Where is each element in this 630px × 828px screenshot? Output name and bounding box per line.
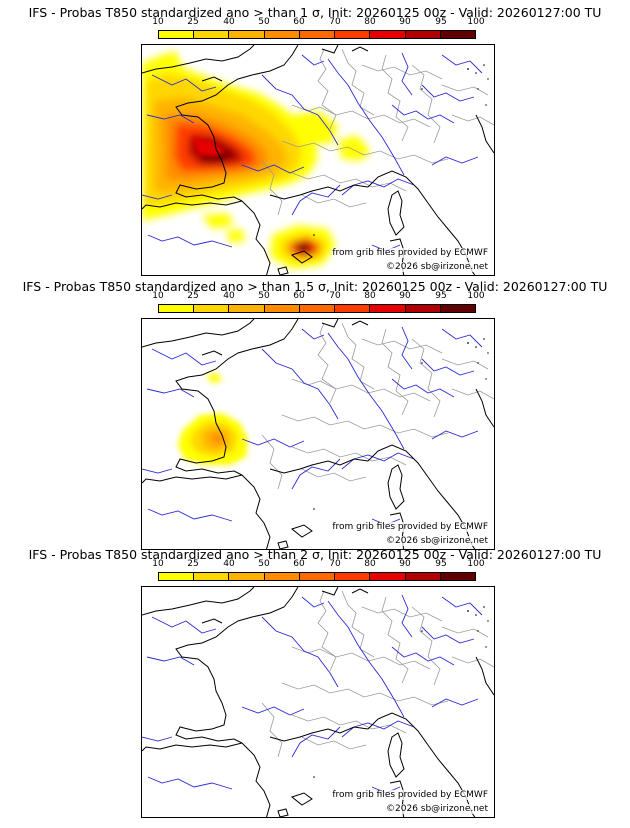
- colorbar-segment: [440, 31, 475, 38]
- colorbar-segment: [335, 573, 371, 580]
- colorbar-segment: [229, 31, 265, 38]
- colorbar-segment: [194, 305, 230, 312]
- colorbar-tick: 50: [258, 291, 270, 301]
- colorbar-segment: [405, 31, 441, 38]
- colorbar-tick: 95: [435, 17, 447, 27]
- colorbar-segment: [299, 305, 336, 312]
- colorbar-segment: [229, 573, 265, 580]
- credit-source: from grib files provided by ECMWF: [332, 522, 488, 532]
- panel-title: IFS - Probas T850 standardized ano > tha…: [22, 279, 608, 294]
- colorbar-segment: [440, 573, 475, 580]
- credit-copyright: ©2026 sb@irizone.net: [386, 262, 488, 272]
- probability-field: [142, 51, 370, 269]
- panel-title: IFS - Probas T850 standardized ano > tha…: [28, 5, 602, 20]
- credit-source: from grib files provided by ECMWF: [332, 248, 488, 258]
- map-graphic: [142, 319, 494, 549]
- colorbar-segment: [159, 305, 195, 312]
- colorbar-segment: [194, 573, 230, 580]
- colorbar-tick: 80: [364, 17, 376, 27]
- colorbar-segment: [299, 573, 336, 580]
- colorbar-tick: 25: [187, 17, 199, 27]
- probability-map: from grib files provided by ECMWF ©2026 …: [141, 44, 495, 276]
- credit-source: from grib files provided by ECMWF: [332, 790, 488, 800]
- colorbar-segment: [370, 305, 406, 312]
- colorbar-segment: [159, 573, 195, 580]
- colorbar-segment: [299, 31, 336, 38]
- colorbar-segment: [370, 573, 406, 580]
- colorbar-tick: 100: [467, 291, 485, 301]
- colorbar-tick: 25: [187, 559, 199, 569]
- colorbar-tick: 70: [329, 17, 341, 27]
- colorbar-segment: [440, 305, 475, 312]
- colorbar-tick: 80: [364, 291, 376, 301]
- colorbar-tick: 25: [187, 291, 199, 301]
- colorbar-segment: [405, 305, 441, 312]
- colorbar-tick: 40: [223, 291, 235, 301]
- probability-map: from grib files provided by ECMWF ©2026 …: [141, 586, 495, 818]
- colorbar-tick: 90: [399, 17, 411, 27]
- credit-copyright: ©2026 sb@irizone.net: [386, 536, 488, 546]
- colorbar-tick: 90: [399, 291, 411, 301]
- panel-title: IFS - Probas T850 standardized ano > tha…: [28, 547, 602, 562]
- map-graphic: [142, 587, 494, 817]
- colorbar-segment: [229, 305, 265, 312]
- colorbar-segment: [264, 573, 300, 580]
- credit-copyright: ©2026 sb@irizone.net: [386, 804, 488, 814]
- colorbar-tick: 80: [364, 559, 376, 569]
- colorbar-tick: 100: [467, 559, 485, 569]
- colorbar: [158, 304, 476, 313]
- colorbar-segment: [159, 31, 195, 38]
- probability-map: from grib files provided by ECMWF ©2026 …: [141, 318, 495, 550]
- colorbar-segment: [335, 31, 371, 38]
- colorbar-segment: [370, 31, 406, 38]
- colorbar-tick: 95: [435, 291, 447, 301]
- colorbar-tick: 60: [293, 291, 305, 301]
- colorbar-tick: 70: [329, 291, 341, 301]
- panel-1: IFS - Probas T850 standardized ano > tha…: [0, 6, 630, 276]
- colorbar-tick: 60: [293, 559, 305, 569]
- colorbar-segment: [405, 573, 441, 580]
- colorbar-tick: 100: [467, 17, 485, 27]
- colorbar-tick: 10: [152, 17, 164, 27]
- colorbar-tick: 40: [223, 17, 235, 27]
- colorbar-tick: 95: [435, 559, 447, 569]
- colorbar-tick: 70: [329, 559, 341, 569]
- panel-3: IFS - Probas T850 standardized ano > tha…: [0, 548, 630, 818]
- colorbar-tick: 90: [399, 559, 411, 569]
- colorbar-segment: [264, 305, 300, 312]
- colorbar-segment: [264, 31, 300, 38]
- colorbar-tick: 50: [258, 559, 270, 569]
- colorbar: [158, 30, 476, 39]
- panel-2: IFS - Probas T850 standardized ano > tha…: [0, 280, 630, 550]
- probability-field: [178, 373, 248, 465]
- colorbar-segment: [194, 31, 230, 38]
- colorbar: [158, 572, 476, 581]
- colorbar-tick: 10: [152, 559, 164, 569]
- colorbar-tick: 50: [258, 17, 270, 27]
- colorbar-segment: [335, 305, 371, 312]
- colorbar-tick: 60: [293, 17, 305, 27]
- map-graphic: [142, 45, 494, 275]
- colorbar-tick: 40: [223, 559, 235, 569]
- colorbar-tick: 10: [152, 291, 164, 301]
